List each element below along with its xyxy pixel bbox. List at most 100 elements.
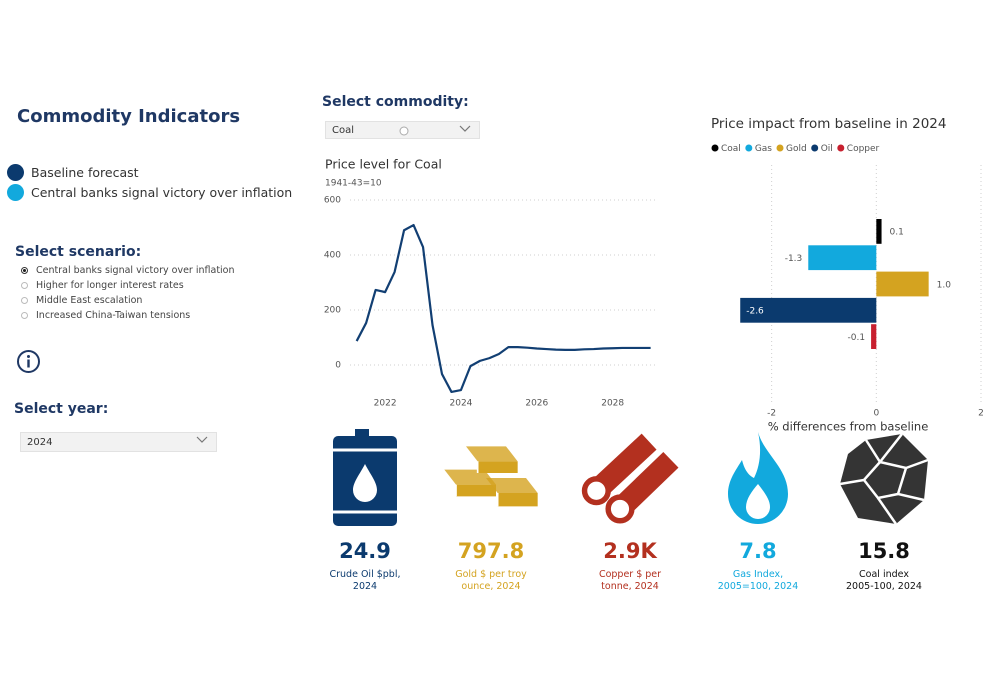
- y-tick-label: 0: [335, 361, 341, 371]
- kpi-label: Gold $ per troy ounce, 2024: [436, 569, 546, 593]
- data-label: -1.3: [785, 254, 803, 264]
- legend-label: Gas: [755, 144, 772, 154]
- kpi-label-line: Copper $ per: [598, 569, 662, 580]
- scenario-label: Select scenario:: [15, 244, 142, 260]
- copper-icon: [581, 433, 679, 524]
- kpi-value: 2.9K: [603, 539, 657, 563]
- year-value: 2024: [27, 436, 53, 448]
- x-tick-label: 2022: [374, 399, 397, 409]
- kpi-label-line: Gold $ per troy: [455, 569, 527, 580]
- data-label: -0.1: [848, 333, 866, 343]
- legend-label: Coal: [721, 144, 741, 154]
- kpi-value: 15.8: [858, 539, 910, 563]
- chart-title: Price level for Coal: [325, 157, 442, 172]
- legend-swatch: [837, 144, 845, 152]
- chart-title: Price impact from baseline in 2024: [711, 116, 946, 132]
- option-label: Higher for longer interest rates: [36, 280, 184, 291]
- option-label: Increased China-Taiwan tensions: [36, 310, 191, 321]
- legend-label: Central banks signal victory over inflat…: [31, 184, 293, 200]
- legend-swatch: [7, 163, 24, 181]
- kpi-value: 24.9: [339, 539, 391, 563]
- radio-button[interactable]: [21, 297, 28, 304]
- page-title: Commodity Indicators: [17, 106, 241, 127]
- kpi-label-line: Gas Index,: [732, 569, 784, 580]
- commodity-dropdown[interactable]: Coal: [325, 121, 480, 139]
- legend-label: Copper: [847, 144, 880, 154]
- radio-button[interactable]: [21, 267, 28, 274]
- kpi-label-line: Coal index: [859, 569, 909, 580]
- bar: [876, 219, 882, 244]
- scenario-legend: Baseline forecast Central banks signal v…: [7, 162, 292, 202]
- gold-icon: [444, 446, 538, 507]
- radio-button[interactable]: [21, 312, 28, 319]
- x-tick-label: 2026: [525, 399, 548, 409]
- y-tick-label: 200: [324, 306, 341, 316]
- kpi-label-line: ounce, 2024: [461, 581, 521, 592]
- data-label: 0.1: [890, 228, 904, 238]
- year-dropdown[interactable]: 2024: [20, 432, 217, 452]
- scenario-option[interactable]: Increased China-Taiwan tensions: [21, 308, 235, 323]
- year-label: Select year:: [14, 401, 109, 417]
- bar: [808, 245, 877, 271]
- x-tick-label: -2: [767, 409, 776, 419]
- bar: [876, 271, 929, 297]
- legend-label: Gold: [786, 144, 807, 154]
- dropdown-marker: [399, 126, 409, 136]
- y-tick-label: 600: [324, 196, 341, 206]
- coal-icon: [839, 433, 929, 525]
- chart-subtitle: 1941-43=10: [325, 179, 382, 189]
- kpi-label-line: tonne, 2024: [601, 581, 659, 592]
- legend-swatch: [745, 144, 753, 152]
- kpi-value: 7.8: [739, 539, 777, 563]
- kpi-card: 2.9K Copper $ per tonne, 2024: [575, 428, 685, 593]
- kpi-value: 797.8: [457, 539, 525, 563]
- legend-swatch: [711, 144, 719, 152]
- data-label: -2.6: [746, 307, 764, 317]
- chevron: [196, 436, 208, 443]
- scenario-option[interactable]: Middle East escalation: [21, 293, 235, 308]
- kpi-label-line: 2024: [352, 581, 378, 592]
- scenario-option[interactable]: Central banks signal victory over inflat…: [21, 263, 235, 278]
- kpi-label-line: 2005=100, 2024: [717, 581, 799, 592]
- scenario-option[interactable]: Higher for longer interest rates: [21, 278, 235, 293]
- kpi-card: 15.8 Coal index 2005-100, 2024: [829, 428, 939, 593]
- kpi-label: Crude Oil $pbl, 2024: [310, 569, 420, 593]
- kpi-label: Gas Index, 2005=100, 2024: [703, 569, 813, 593]
- gas-icon: [728, 432, 788, 524]
- x-tick-label: 2024: [450, 399, 473, 409]
- legend-item: Central banks signal victory over inflat…: [7, 182, 292, 202]
- commodity-label: Select commodity:: [322, 94, 469, 110]
- bar: [871, 324, 877, 349]
- scenario-options: Central banks signal victory over inflat…: [21, 263, 235, 323]
- legend-swatch: [7, 183, 24, 201]
- kpi-card: 7.8 Gas Index, 2005=100, 2024: [703, 428, 813, 593]
- x-axis-label: % differences from baseline: [768, 420, 929, 434]
- price-line: [355, 223, 651, 394]
- oil-icon: [333, 429, 397, 526]
- chevron: [459, 125, 471, 132]
- info-icon[interactable]: [16, 349, 41, 374]
- option-label: Middle East escalation: [36, 295, 143, 306]
- legend-swatch: [811, 144, 819, 152]
- x-tick-label: 2028: [601, 399, 624, 409]
- kpi-label: Coal index 2005-100, 2024: [829, 569, 939, 593]
- option-label: Central banks signal victory over inflat…: [36, 265, 235, 276]
- bar: [740, 297, 877, 323]
- kpi-card: 24.9 Crude Oil $pbl, 2024: [310, 428, 420, 593]
- kpi-card: 797.8 Gold $ per troy ounce, 2024: [436, 428, 546, 593]
- data-label: 1.0: [937, 280, 952, 290]
- commodity-value: Coal: [332, 124, 355, 136]
- legend-item: Baseline forecast: [7, 162, 292, 182]
- y-tick-label: 400: [324, 251, 341, 261]
- legend-label: Baseline forecast: [31, 164, 139, 180]
- x-tick-label: 0: [873, 409, 879, 419]
- radio-button[interactable]: [21, 282, 28, 289]
- kpi-label-line: 2005-100, 2024: [846, 581, 922, 592]
- x-tick-label: 2: [978, 409, 984, 419]
- legend-swatch: [776, 144, 784, 152]
- kpi-label: Copper $ per tonne, 2024: [575, 569, 685, 593]
- legend-label: Oil: [821, 144, 833, 154]
